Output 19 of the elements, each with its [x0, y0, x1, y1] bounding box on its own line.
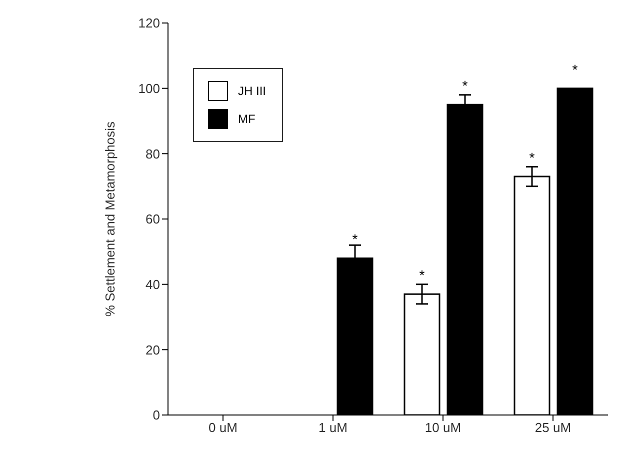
y-tick-label: 80	[146, 146, 160, 162]
y-axis-title: % Settlement and Metamorphosis	[102, 120, 118, 317]
y-tick-label: 100	[138, 80, 160, 96]
x-tick-label: 1 uM	[318, 420, 348, 436]
y-tick-label: 0	[152, 408, 160, 423]
data-label: *	[352, 231, 358, 248]
x-tick-label: 10 uM	[424, 420, 462, 436]
data-label: *	[572, 61, 578, 78]
y-tick-label: 120	[138, 16, 160, 31]
legend-label: JH III	[238, 84, 266, 98]
legend-label: MF	[238, 112, 256, 126]
y-tick-label: 60	[146, 212, 160, 227]
data-label: *	[419, 267, 426, 284]
y-tick-label: 40	[146, 276, 160, 292]
x-tick-label: 25 uM	[534, 420, 572, 436]
x-tick-label: 0 uM	[208, 420, 238, 436]
data-label: *	[529, 150, 536, 166]
data-label: *	[462, 78, 468, 94]
y-tick-label: 20	[146, 342, 160, 358]
